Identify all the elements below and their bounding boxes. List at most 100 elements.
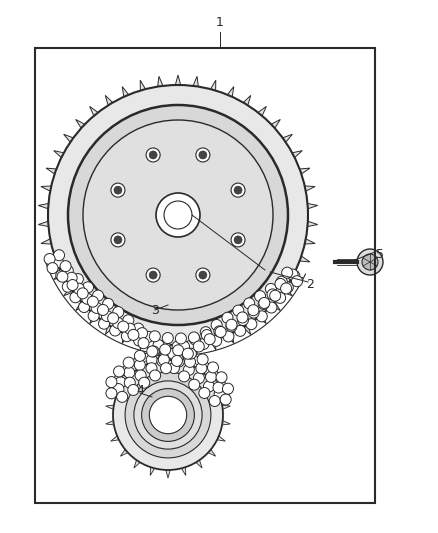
Circle shape [121,330,132,342]
Polygon shape [226,330,234,343]
Circle shape [102,298,113,309]
Circle shape [87,296,99,307]
Polygon shape [241,95,251,108]
Circle shape [182,348,193,359]
Circle shape [270,290,281,301]
Circle shape [82,293,93,304]
Polygon shape [209,80,216,94]
Polygon shape [41,186,54,192]
Circle shape [259,297,270,309]
Circle shape [275,292,286,303]
Circle shape [143,332,154,342]
Circle shape [171,356,183,367]
Circle shape [213,382,224,393]
Circle shape [68,105,288,325]
Polygon shape [192,76,199,90]
Polygon shape [140,336,147,350]
Circle shape [124,323,135,334]
Circle shape [231,233,245,247]
Circle shape [175,333,187,344]
Circle shape [118,321,129,332]
Circle shape [99,318,110,329]
Polygon shape [268,119,280,131]
Polygon shape [134,457,142,468]
Circle shape [198,338,209,350]
Circle shape [209,395,220,407]
Circle shape [211,335,222,346]
Polygon shape [174,75,181,88]
Circle shape [77,288,88,299]
Circle shape [283,282,293,293]
Circle shape [113,306,124,318]
Polygon shape [105,95,115,108]
Circle shape [157,356,168,367]
Circle shape [208,362,219,373]
Circle shape [196,148,210,162]
Circle shape [153,340,164,351]
Circle shape [146,268,160,282]
Polygon shape [214,434,225,441]
Polygon shape [120,374,131,383]
Circle shape [179,341,190,352]
Circle shape [289,271,300,281]
Circle shape [149,271,157,279]
Circle shape [160,344,171,355]
Circle shape [56,270,67,281]
Circle shape [199,387,210,399]
Circle shape [146,148,160,162]
Circle shape [125,372,211,458]
Circle shape [53,257,64,268]
Circle shape [223,383,233,394]
Circle shape [149,331,160,342]
Circle shape [244,298,254,309]
Circle shape [141,389,194,441]
Circle shape [82,282,93,293]
Circle shape [266,302,277,313]
Text: 5: 5 [376,248,384,262]
Polygon shape [46,254,60,262]
Polygon shape [64,134,76,144]
Circle shape [237,314,248,326]
Polygon shape [157,76,164,90]
Circle shape [205,372,216,382]
Circle shape [146,363,157,374]
Polygon shape [194,457,202,468]
Text: 3: 3 [151,303,159,317]
Polygon shape [226,86,234,100]
Circle shape [357,249,383,275]
Bar [35,48,375,503]
Circle shape [204,381,215,392]
Circle shape [237,312,248,323]
Polygon shape [54,151,67,160]
Polygon shape [219,419,230,425]
Circle shape [179,371,190,382]
Circle shape [188,332,199,343]
Circle shape [139,377,150,388]
Circle shape [231,183,245,197]
Circle shape [276,276,287,287]
Circle shape [146,354,157,365]
Polygon shape [304,203,318,210]
Circle shape [106,388,117,399]
Circle shape [162,333,173,344]
Circle shape [267,289,278,300]
Circle shape [265,284,276,294]
Circle shape [111,233,125,247]
Polygon shape [165,352,171,363]
Circle shape [62,265,73,276]
Circle shape [234,236,242,244]
Polygon shape [54,270,67,279]
Circle shape [60,261,71,272]
Polygon shape [122,330,131,343]
Circle shape [106,377,117,387]
Circle shape [150,370,161,381]
Polygon shape [205,447,215,456]
Circle shape [134,381,202,449]
Polygon shape [280,134,293,144]
Circle shape [135,370,146,381]
Circle shape [98,304,109,316]
Polygon shape [192,340,199,354]
Polygon shape [46,168,60,176]
Polygon shape [289,151,302,160]
Circle shape [48,85,308,345]
